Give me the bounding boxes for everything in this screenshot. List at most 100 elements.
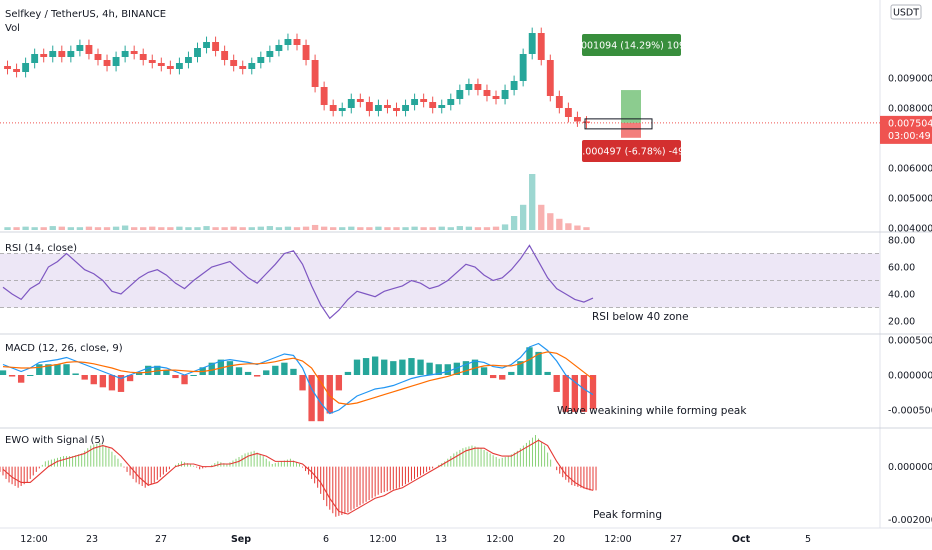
ewo-signal-line bbox=[2, 439, 594, 515]
volume-bar bbox=[501, 224, 509, 230]
candle-body bbox=[112, 57, 120, 66]
candle-body bbox=[257, 57, 265, 63]
macd-histogram-bar bbox=[72, 373, 79, 375]
volume-bar bbox=[375, 226, 382, 230]
last-price-tag bbox=[880, 115, 932, 144]
macd-histogram-bar bbox=[117, 375, 125, 392]
rsi-title: RSI (14, close) bbox=[5, 243, 77, 254]
rsi-annotation: RSI below 40 zone bbox=[592, 311, 689, 323]
rsi-pane[interactable] bbox=[0, 244, 880, 320]
price-pane[interactable]: 0.001094 (14.29%) 1094 -0.000497 (-6.78%)… bbox=[0, 27, 880, 230]
macd-histogram-bar bbox=[36, 364, 43, 375]
volume-bar bbox=[112, 226, 120, 230]
volume-bar bbox=[194, 227, 201, 230]
volume-bar bbox=[266, 226, 274, 230]
macd-histogram-bar bbox=[190, 375, 197, 376]
macd-pane[interactable] bbox=[0, 342, 597, 422]
macd-tick-label: -0.000500 bbox=[888, 406, 932, 417]
candle-body bbox=[22, 63, 30, 72]
candle-body bbox=[248, 63, 256, 69]
rsi-band bbox=[0, 253, 880, 308]
candle-body bbox=[139, 54, 147, 60]
macd-histogram-bar bbox=[45, 364, 52, 375]
candle-body bbox=[402, 105, 409, 111]
candle-body bbox=[67, 51, 75, 57]
volume-bar bbox=[474, 227, 482, 230]
macd-histogram-bar bbox=[81, 375, 88, 380]
macd-histogram-bar bbox=[145, 365, 152, 375]
time-tick-label: 12:00 bbox=[604, 534, 631, 545]
rsi-tick-label: 20.00 bbox=[888, 317, 915, 328]
macd-histogram-bar bbox=[253, 375, 261, 377]
time-axis[interactable]: 12:00 23 27 Sep 6 12:00 13 12:00 20 12:00 27 Oct 5 bbox=[20, 534, 811, 545]
price-axis[interactable]: 0.009000 0.008000 0.006000 0.005000 0.004000… bbox=[880, 74, 932, 526]
candle-body bbox=[266, 51, 274, 57]
rsi-tick-label: 40.00 bbox=[888, 290, 915, 301]
volume-bar bbox=[492, 226, 500, 230]
candle-body bbox=[94, 54, 102, 60]
macd-histogram-bar bbox=[571, 375, 579, 412]
macd-histogram-bar bbox=[517, 361, 524, 375]
candle-body bbox=[230, 60, 238, 66]
macd-histogram-bar bbox=[27, 375, 34, 376]
time-tick-label: 12:00 bbox=[369, 534, 396, 545]
volume-bar bbox=[339, 227, 346, 230]
macd-histogram-bar bbox=[381, 359, 388, 375]
candle-body bbox=[456, 90, 464, 99]
candle-body bbox=[474, 84, 482, 90]
volume-bar bbox=[366, 227, 373, 230]
ewo-annotation: Peak forming bbox=[593, 509, 662, 521]
macd-histogram-bar bbox=[417, 359, 424, 375]
candle-body bbox=[492, 96, 500, 99]
price-tick-label: 0.009000 bbox=[888, 74, 932, 85]
candle-body bbox=[356, 99, 364, 102]
candle-body bbox=[284, 39, 292, 45]
candle-body bbox=[329, 105, 337, 111]
candle-body bbox=[411, 99, 419, 105]
volume-bar bbox=[320, 226, 328, 230]
volume-bar bbox=[212, 227, 219, 230]
candle-body bbox=[157, 63, 165, 66]
macd-title: MACD (12, 26, close, 9) bbox=[5, 343, 123, 354]
volume-bar bbox=[330, 227, 337, 230]
macd-line bbox=[2, 342, 594, 415]
macd-histogram-bar bbox=[244, 371, 252, 375]
candle-body bbox=[148, 60, 156, 63]
macd-histogram-bar bbox=[390, 361, 397, 375]
candle-body bbox=[31, 54, 39, 63]
candle-body bbox=[311, 60, 319, 87]
candle-body bbox=[40, 54, 48, 57]
macd-histogram-bar bbox=[553, 375, 560, 392]
currency-button[interactable] bbox=[890, 4, 922, 20]
volume-bar bbox=[275, 227, 283, 230]
volume-bar bbox=[456, 226, 463, 230]
macd-histogram-bar bbox=[63, 364, 70, 375]
volume-bar bbox=[293, 227, 301, 230]
candle-body bbox=[347, 99, 355, 108]
volume-bar bbox=[31, 227, 38, 230]
macd-histogram-bar bbox=[108, 375, 116, 391]
ewo-pane[interactable] bbox=[0, 435, 597, 517]
macd-histogram-bar bbox=[480, 367, 488, 375]
volume-bar bbox=[49, 226, 56, 230]
macd-histogram-bar bbox=[435, 364, 442, 375]
target-zone bbox=[621, 90, 641, 123]
volume-bar bbox=[76, 227, 84, 230]
candle-body bbox=[194, 48, 201, 57]
candle-body bbox=[338, 108, 346, 111]
macd-histogram-bar bbox=[353, 359, 361, 375]
macd-histogram-bar bbox=[589, 375, 597, 409]
candle-body bbox=[76, 45, 84, 51]
candle-body bbox=[175, 63, 183, 69]
macd-histogram-bar bbox=[580, 375, 588, 412]
volume-label: Vol bbox=[5, 23, 20, 34]
volume-bar bbox=[203, 226, 210, 230]
macd-histogram-bar bbox=[217, 359, 225, 375]
volume-bar bbox=[284, 226, 292, 230]
candle-body bbox=[13, 69, 21, 72]
macd-histogram-bar bbox=[453, 362, 461, 375]
volume-bar bbox=[40, 227, 47, 230]
macd-tick-label: 0.000500 bbox=[888, 336, 932, 347]
macd-histogram-bar bbox=[181, 375, 188, 385]
